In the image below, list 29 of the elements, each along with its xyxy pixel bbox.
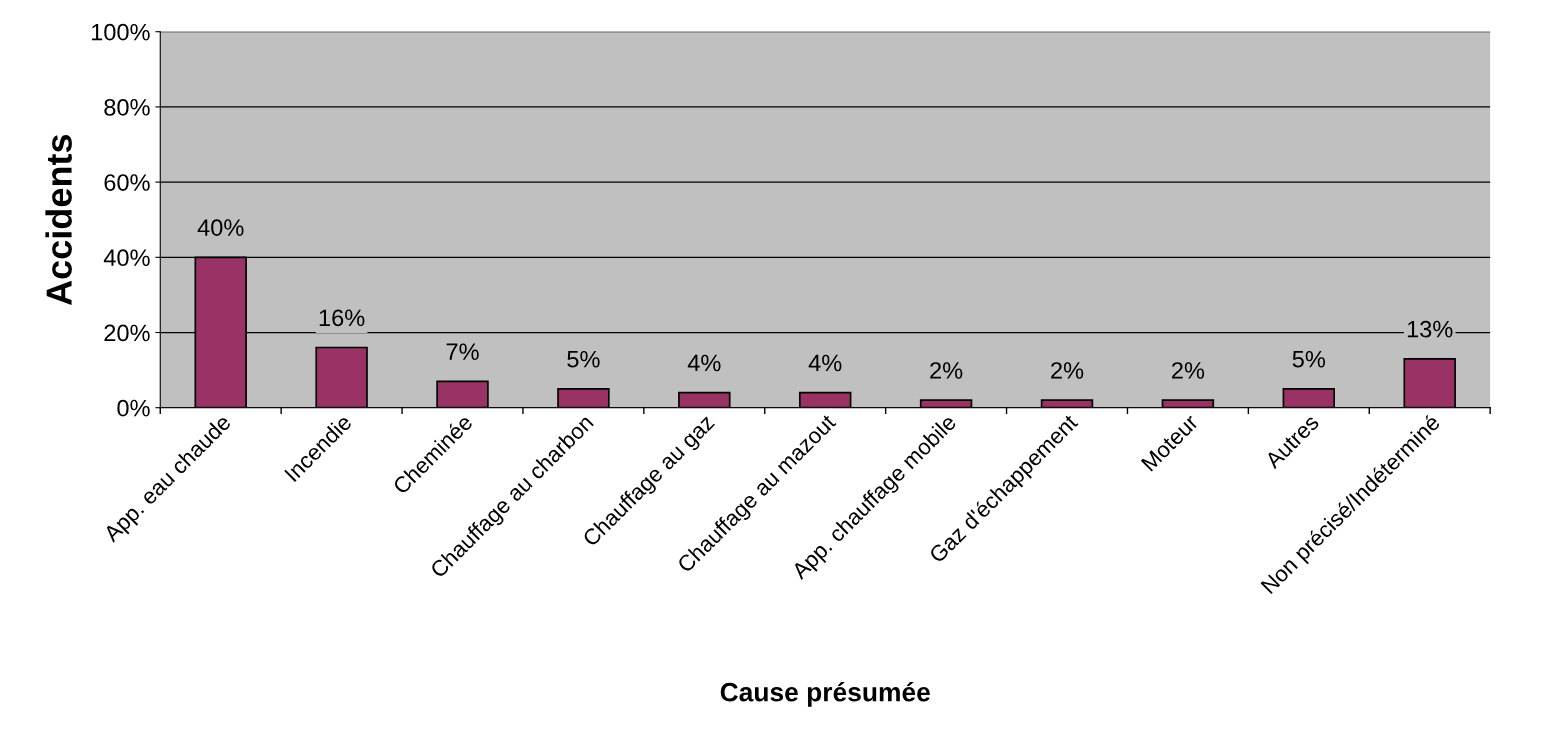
y-tick-label: 60%: [104, 174, 150, 191]
bar: [798, 391, 852, 408]
y-axis-title: Accidents: [45, 134, 72, 306]
y-tick-label: 80%: [104, 98, 150, 116]
y-tick-label: 20%: [104, 324, 150, 342]
data-label: 13%: [1407, 320, 1453, 338]
data-label: 2%: [930, 362, 963, 379]
data-label: 2%: [1051, 362, 1084, 379]
data-label: 16%: [319, 309, 365, 327]
bar: [678, 391, 731, 408]
bar: [919, 399, 973, 408]
bar: [557, 388, 610, 408]
y-tick-label: 0%: [117, 399, 150, 417]
bar: [1040, 399, 1094, 408]
data-label: 5%: [567, 350, 600, 368]
bar: [1282, 388, 1336, 408]
data-label: 5%: [1292, 350, 1326, 368]
y-tick-label: 100%: [91, 23, 150, 41]
bar: [1161, 399, 1215, 408]
y-tick-label: 40%: [103, 249, 150, 267]
data-label: 2%: [1172, 362, 1205, 379]
bar: [1403, 357, 1456, 408]
bar: [315, 346, 368, 408]
data-label: 7%: [446, 343, 479, 360]
data-label: 4%: [808, 354, 842, 372]
bar: [436, 380, 489, 408]
data-label: 4%: [687, 354, 721, 372]
data-label: 40%: [197, 219, 244, 236]
x-axis-title: Cause présumée: [720, 681, 930, 707]
